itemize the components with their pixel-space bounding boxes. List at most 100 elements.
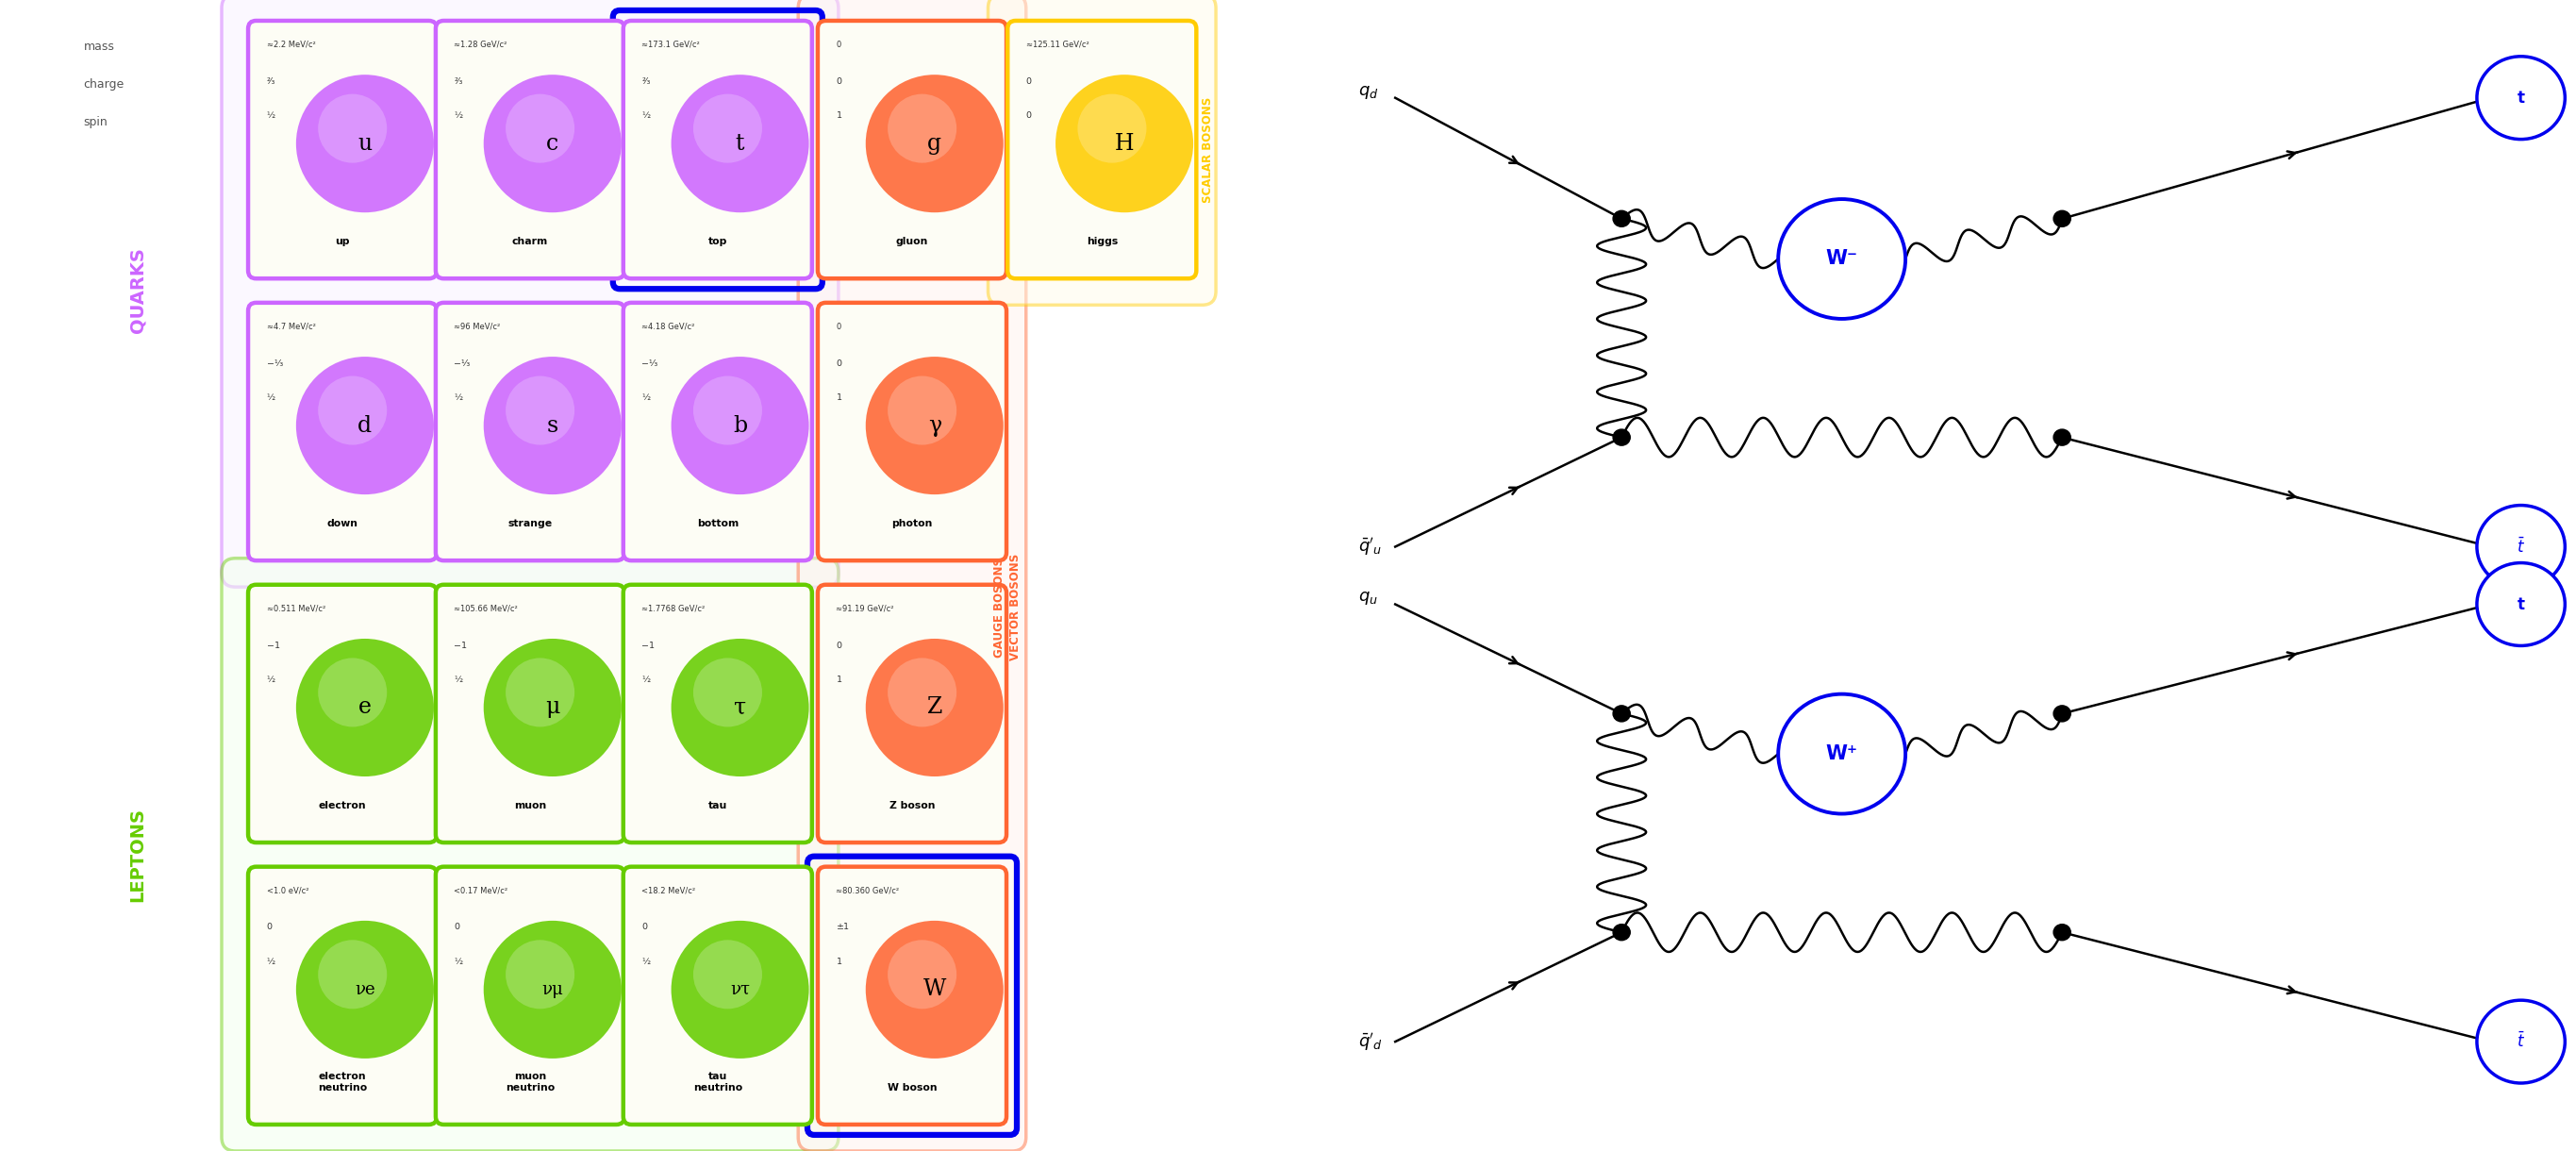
Circle shape: [1777, 199, 1906, 319]
Text: $\bar{q}'_u$: $\bar{q}'_u$: [1358, 536, 1383, 557]
Circle shape: [672, 639, 809, 777]
FancyBboxPatch shape: [623, 585, 811, 843]
Text: top: top: [708, 237, 726, 246]
Text: e: e: [358, 696, 371, 718]
FancyBboxPatch shape: [222, 558, 837, 1151]
Text: g: g: [927, 132, 943, 154]
Text: ½: ½: [641, 112, 649, 120]
Circle shape: [672, 921, 809, 1059]
FancyBboxPatch shape: [435, 867, 623, 1125]
Text: 1: 1: [837, 676, 842, 684]
Circle shape: [484, 921, 621, 1059]
Text: −1: −1: [453, 641, 466, 649]
Text: Z boson: Z boson: [889, 801, 935, 810]
FancyBboxPatch shape: [989, 0, 1216, 305]
Text: ≈1.7768 GeV/c²: ≈1.7768 GeV/c²: [641, 604, 706, 612]
Text: ²⁄₃: ²⁄₃: [453, 77, 464, 85]
Text: muon: muon: [513, 801, 546, 810]
Circle shape: [1613, 706, 1631, 722]
Text: νμ: νμ: [541, 981, 564, 998]
Circle shape: [889, 658, 956, 727]
Text: mass: mass: [82, 40, 113, 53]
Text: t: t: [737, 132, 744, 154]
Circle shape: [505, 940, 574, 1009]
Text: ½: ½: [265, 112, 276, 120]
Text: γ: γ: [927, 414, 940, 436]
FancyBboxPatch shape: [817, 867, 1007, 1125]
Text: −¹⁄₃: −¹⁄₃: [265, 359, 283, 367]
Circle shape: [2053, 706, 2071, 722]
Text: 0: 0: [837, 359, 842, 367]
Text: ½: ½: [641, 958, 649, 966]
Circle shape: [693, 940, 762, 1009]
Text: −1: −1: [641, 641, 654, 649]
Text: 0: 0: [453, 923, 459, 931]
Text: W⁺: W⁺: [1826, 745, 1857, 763]
Circle shape: [693, 94, 762, 163]
Circle shape: [296, 639, 433, 777]
Circle shape: [296, 75, 433, 213]
Text: <1.0 eV/c²: <1.0 eV/c²: [265, 886, 309, 894]
Text: strange: strange: [507, 519, 551, 528]
Text: QUARKS: QUARKS: [129, 247, 147, 334]
Text: <0.17 MeV/c²: <0.17 MeV/c²: [453, 886, 507, 894]
Circle shape: [484, 357, 621, 495]
Circle shape: [2053, 429, 2071, 445]
Text: ≈1.28 GeV/c²: ≈1.28 GeV/c²: [453, 40, 507, 48]
Text: $q_d$: $q_d$: [1358, 84, 1378, 100]
Text: ±1: ±1: [837, 923, 850, 931]
Text: ντ: ντ: [729, 981, 750, 998]
Text: 0: 0: [1025, 77, 1033, 85]
FancyBboxPatch shape: [623, 867, 811, 1125]
Text: 0: 0: [837, 77, 842, 85]
FancyBboxPatch shape: [435, 303, 623, 561]
Text: muon
neutrino: muon neutrino: [505, 1072, 554, 1092]
Circle shape: [484, 75, 621, 213]
Circle shape: [672, 75, 809, 213]
Circle shape: [317, 376, 386, 445]
Text: bottom: bottom: [696, 519, 739, 528]
FancyBboxPatch shape: [799, 0, 1025, 1151]
Text: charm: charm: [513, 237, 549, 246]
FancyBboxPatch shape: [247, 867, 438, 1125]
Text: $\bar{t}$: $\bar{t}$: [2517, 538, 2524, 556]
Text: ½: ½: [265, 394, 276, 402]
Text: tau: tau: [708, 801, 726, 810]
Text: ½: ½: [641, 394, 649, 402]
Text: down: down: [327, 519, 358, 528]
Text: 0: 0: [265, 923, 273, 931]
Circle shape: [866, 357, 1005, 495]
Circle shape: [505, 658, 574, 727]
FancyBboxPatch shape: [1007, 21, 1195, 279]
Text: ²⁄₃: ²⁄₃: [265, 77, 276, 85]
Text: LEPTONS: LEPTONS: [129, 808, 147, 901]
Circle shape: [693, 658, 762, 727]
Text: charge: charge: [82, 78, 124, 91]
FancyBboxPatch shape: [247, 303, 438, 561]
Circle shape: [889, 94, 956, 163]
Circle shape: [505, 94, 574, 163]
Circle shape: [1056, 75, 1193, 213]
Text: t: t: [2517, 90, 2524, 106]
FancyBboxPatch shape: [435, 585, 623, 843]
Text: 1: 1: [837, 958, 842, 966]
Circle shape: [1777, 694, 1906, 814]
Text: ≈2.2 MeV/c²: ≈2.2 MeV/c²: [265, 40, 314, 48]
Circle shape: [2478, 1000, 2566, 1083]
Text: electron
neutrino: electron neutrino: [317, 1072, 368, 1092]
Text: up: up: [335, 237, 350, 246]
Circle shape: [2053, 924, 2071, 940]
Text: W: W: [922, 978, 945, 1000]
Circle shape: [296, 357, 433, 495]
Text: 0: 0: [837, 322, 842, 330]
Text: $q_u$: $q_u$: [1358, 590, 1378, 607]
Text: ½: ½: [641, 676, 649, 684]
Circle shape: [866, 639, 1005, 777]
FancyBboxPatch shape: [817, 303, 1007, 561]
Circle shape: [505, 376, 574, 445]
Text: −1: −1: [265, 641, 281, 649]
Text: tau
neutrino: tau neutrino: [693, 1072, 742, 1092]
Text: b: b: [734, 414, 747, 436]
Text: ²⁄₃: ²⁄₃: [641, 77, 652, 85]
Text: spin: spin: [82, 116, 108, 129]
